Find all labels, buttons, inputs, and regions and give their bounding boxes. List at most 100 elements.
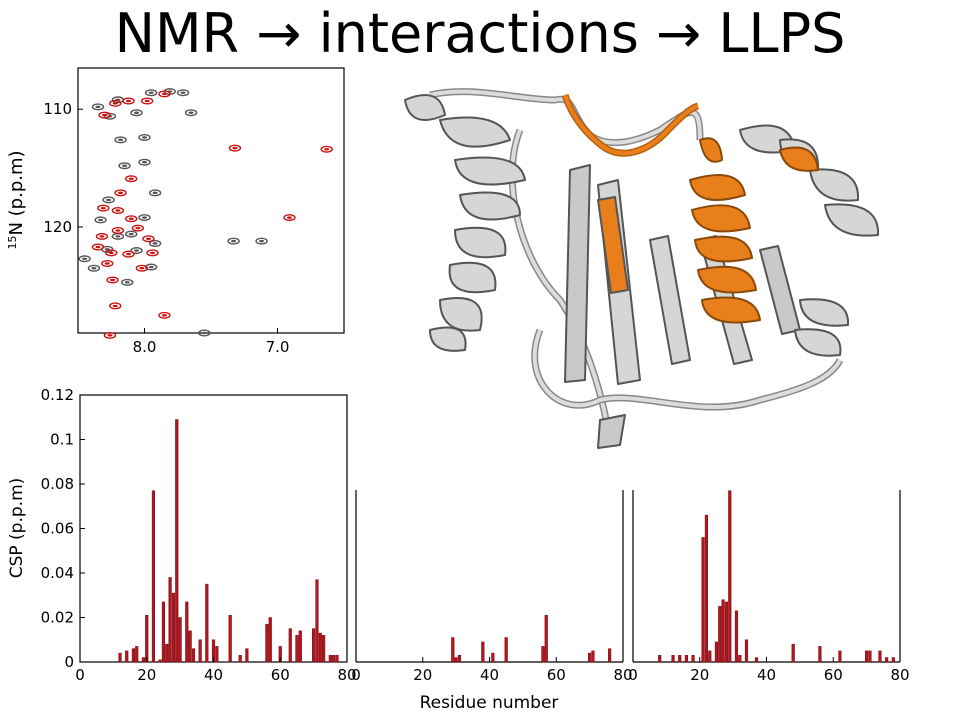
csp-bar: [168, 577, 172, 663]
hsqc-peak-contour: [227, 237, 240, 245]
csp-bar: [734, 610, 739, 663]
hsqc-peak-bound: [109, 302, 122, 310]
csp-bar: [721, 599, 725, 663]
hsqc-peak-contour: [130, 109, 143, 117]
csp-bar: [818, 646, 822, 663]
hsqc-peak-reference: [176, 89, 190, 97]
hsqc-peak-contour: [144, 263, 158, 271]
csp-bar: [791, 643, 795, 663]
hsqc-peak-reference: [148, 239, 162, 247]
hsqc-peak-core: [142, 216, 147, 219]
hsqc-peak-bound: [124, 175, 138, 183]
csp-bar: [118, 652, 122, 663]
hsqc-peak-core: [148, 265, 154, 269]
hsqc-peak-contour: [109, 99, 122, 107]
hsqc-peak-core: [149, 251, 155, 255]
hsqc-peak-contour: [106, 276, 119, 284]
protein-structure-cartoon: [404, 88, 880, 449]
csp-bar: [608, 648, 612, 663]
hsqc-peak-bound: [97, 204, 110, 212]
hsqc-peak-core: [144, 99, 150, 103]
csp-x-tick-label: 80: [613, 666, 632, 684]
hsqc-peak-core: [100, 206, 106, 210]
csp-panel-1: 0 20 40 60 80 0 0.02 0.04 0.06 0.08 0.1 0.12 CSP (p…: [7, 386, 357, 684]
hsqc-peak-contour: [158, 311, 171, 319]
hsqc-peak-core: [152, 242, 158, 245]
hsqc-peak-contour: [320, 145, 333, 153]
csp-bar: [288, 628, 292, 663]
hsqc-peak-reference: [138, 214, 151, 222]
hsqc-peak-reference: [111, 232, 125, 240]
hsqc-peak-core: [128, 217, 134, 220]
hsqc-peak-contour: [95, 232, 109, 240]
csp-bar: [175, 419, 179, 663]
csp-x-tick-label: 0: [628, 666, 638, 684]
csp-bar: [135, 646, 139, 663]
hsqc-peak-contour: [146, 249, 159, 257]
hsqc-peak-core: [102, 113, 108, 117]
hsqc-peak-core: [91, 267, 97, 270]
csp-x-tick-label: 20: [137, 666, 156, 684]
hsqc-peak-bound: [114, 189, 127, 197]
hsqc-peak-bound: [158, 90, 171, 98]
hsqc-peak-reference: [138, 133, 151, 141]
csp-bar: [878, 650, 882, 663]
hsqc-peak-core: [134, 249, 140, 252]
hsqc-peak-bound: [106, 276, 119, 284]
csp-bar: [754, 657, 759, 663]
hsqc-peak-contour: [135, 264, 149, 272]
csp-bar: [708, 650, 712, 663]
csp-bar: [205, 583, 209, 663]
csp-bar: [332, 655, 336, 663]
hsqc-peak-reference: [198, 329, 211, 337]
csp-x-tick-label: 60: [824, 666, 843, 684]
csp2-bars: [451, 615, 612, 663]
hsqc-peak-bound: [158, 311, 171, 319]
csp-x-axis-label: Residue number: [420, 693, 559, 713]
hsqc-peak-contour: [228, 144, 242, 152]
hsqc-peak-core: [107, 334, 113, 337]
csp-panel-2: 0 20 40 60 80 Residue number: [351, 490, 633, 713]
hsqc-peak-core: [99, 235, 105, 238]
csp-bar: [588, 652, 592, 663]
csp-bar: [454, 657, 458, 663]
hsqc-peak-bound: [140, 97, 154, 105]
hsqc-peak-contour: [98, 111, 111, 119]
hsqc-x-tick-label: 7.0: [266, 338, 290, 356]
csp1-frame: [79, 394, 348, 663]
hsqc-peak-contour: [144, 89, 158, 97]
hsqc-peak-contour: [138, 133, 151, 141]
hsqc-peak-bound: [101, 260, 114, 268]
hsqc-peak-contour: [130, 247, 143, 255]
hsqc-peak-contour: [101, 260, 114, 268]
hsqc-peak-core: [112, 304, 118, 308]
csp-bar: [504, 637, 508, 663]
csp2-axes: 0 20 40 60 80: [351, 657, 633, 684]
csp-bar: [315, 579, 319, 663]
hsqc-peak-contour: [114, 189, 127, 197]
csp-y-tick-label: 0.02: [41, 609, 74, 627]
hsqc-peak-core: [128, 177, 134, 180]
hsqc-peak-contour: [148, 189, 162, 197]
hsqc-peak-reference: [118, 162, 131, 170]
hsqc-peak-contour: [255, 237, 268, 245]
hsqc-peak-reference: [138, 158, 151, 166]
hsqc-peak-contour: [138, 214, 151, 222]
hsqc-peak-reference: [144, 89, 158, 97]
hsqc-peak-bound: [95, 232, 109, 240]
csp-panel-3: 0 20 40 60 80: [628, 490, 910, 684]
hsqc-peak-contour: [78, 255, 91, 263]
hsqc-peaks: [78, 88, 333, 339]
hsqc-peak-core: [139, 267, 145, 270]
hsqc-peak-reference: [124, 230, 138, 238]
hsqc-peak-core: [286, 216, 292, 219]
hsqc-peak-contour: [124, 175, 138, 183]
csp-bar: [744, 639, 749, 663]
csp1-axes: 0 20 40 60 80 0 0.02 0.04 0.06 0.08 0.1 0.12: [41, 386, 357, 684]
hsqc-peak-core: [201, 331, 207, 335]
hsqc-peak-contour: [158, 90, 171, 98]
hsqc-peak-core: [108, 251, 114, 255]
csp-bar: [701, 537, 705, 663]
csp-y-tick-label: 0.06: [41, 520, 74, 538]
csp-x-tick-label: 80: [890, 666, 909, 684]
